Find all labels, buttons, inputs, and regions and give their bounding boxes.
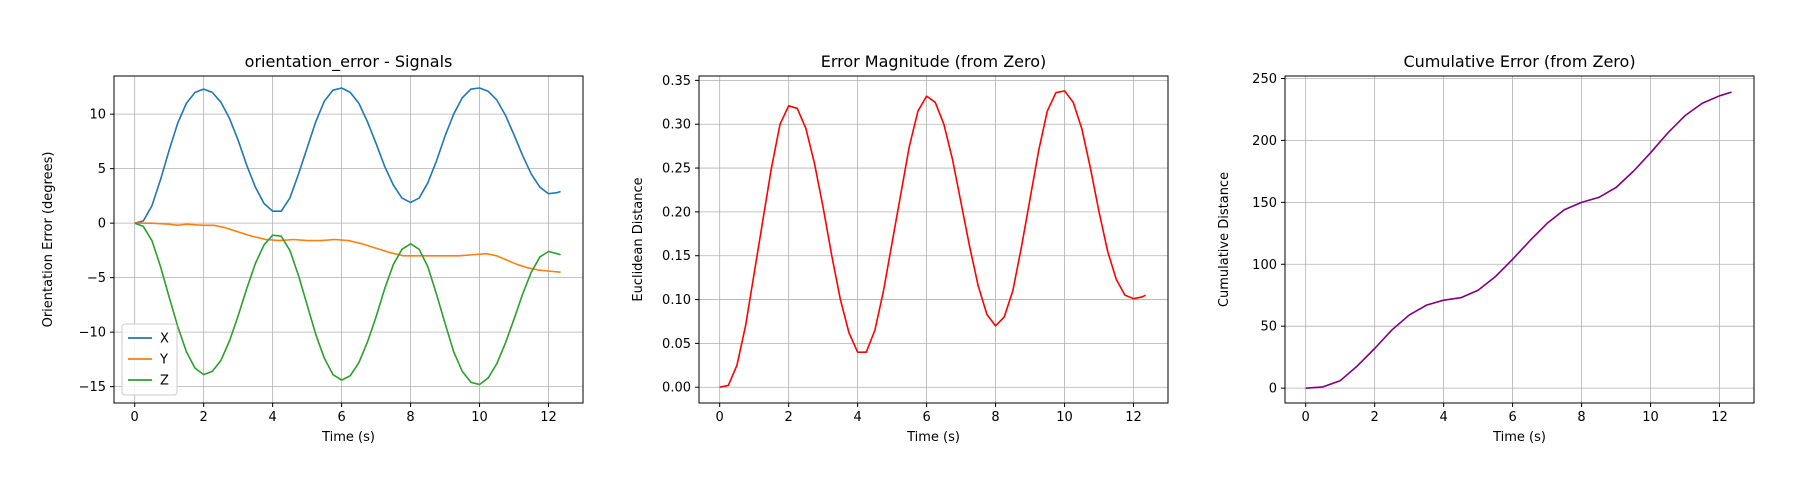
chart-panel-1: 0 2 4 6 8 10 12 −15 −10 −5 0 5 10 orientation_error -… bbox=[41, 52, 584, 445]
y-tick-label: 0.15 bbox=[662, 249, 691, 264]
y-axis-label: Orientation Error (degrees) bbox=[41, 152, 56, 328]
y-tick-label: 200 bbox=[1252, 134, 1277, 149]
y-axis-label: Cumulative Distance bbox=[1217, 172, 1232, 307]
x-axis-label: Time (s) bbox=[1492, 430, 1546, 445]
x-tick-label: 6 bbox=[922, 410, 930, 425]
x-tick-label: 12 bbox=[1711, 410, 1728, 425]
y-tick-label: 0.10 bbox=[662, 293, 691, 308]
chart-title: Error Magnitude (from Zero) bbox=[821, 52, 1047, 71]
y-tick-label: 0.05 bbox=[662, 337, 691, 352]
axes-frame bbox=[698, 75, 1169, 404]
x-tick-label: 10 bbox=[1642, 410, 1659, 425]
chart-panel-3: 0 2 4 6 8 10 12 0 50 100 150 200 250 Cumulative Error… bbox=[1217, 52, 1755, 445]
chart-panel-2: 0 2 4 6 8 10 12 0.00 0.05 0.10 0.15 0.20 0.25 0.30 0.3… bbox=[631, 52, 1169, 445]
x-axis-label: Time (s) bbox=[906, 430, 960, 445]
y-tick-label: 150 bbox=[1252, 196, 1277, 211]
legend-label-x: X bbox=[160, 332, 169, 347]
legend-label-z: Z bbox=[160, 374, 169, 389]
x-tick-label: 12 bbox=[1125, 410, 1142, 425]
axes-frame bbox=[1284, 75, 1755, 404]
chart-title: Cumulative Error (from Zero) bbox=[1403, 52, 1635, 71]
x-tick-label: 0 bbox=[1302, 410, 1310, 425]
y-tick-label: 0.25 bbox=[662, 162, 691, 177]
x-tick-label: 8 bbox=[1577, 410, 1585, 425]
x-tick-label: 10 bbox=[471, 410, 488, 425]
axes-frame bbox=[113, 75, 584, 404]
x-tick-label: 10 bbox=[1056, 410, 1073, 425]
x-tick-label: 0 bbox=[716, 410, 724, 425]
x-tick-label: 2 bbox=[785, 410, 793, 425]
x-tick-label: 6 bbox=[1508, 410, 1516, 425]
x-tick-label: 2 bbox=[1371, 410, 1379, 425]
series-line-series-1 bbox=[719, 90, 1146, 389]
series-line-z bbox=[134, 222, 561, 386]
y-tick-label: 0.00 bbox=[662, 381, 691, 396]
y-tick-label: −10 bbox=[79, 326, 106, 341]
x-tick-label: 8 bbox=[991, 410, 999, 425]
y-tick-label: 0 bbox=[1269, 382, 1277, 397]
y-tick-label: 50 bbox=[1260, 320, 1277, 335]
x-tick-label: 4 bbox=[1439, 410, 1447, 425]
y-tick-label: 100 bbox=[1252, 258, 1277, 273]
y-tick-label: 0.30 bbox=[662, 118, 691, 133]
x-axis-label: Time (s) bbox=[321, 430, 375, 445]
legend: XYZ bbox=[121, 323, 178, 396]
chart-title: orientation_error - Signals bbox=[245, 52, 453, 72]
y-tick-label: 0 bbox=[98, 217, 106, 232]
y-tick-label: 10 bbox=[89, 108, 106, 123]
y-tick-label: −5 bbox=[87, 271, 106, 286]
x-tick-label: 4 bbox=[268, 410, 276, 425]
legend-label-y: Y bbox=[159, 353, 168, 368]
x-tick-label: 8 bbox=[406, 410, 414, 425]
series-line-x bbox=[134, 87, 561, 224]
x-tick-label: 4 bbox=[853, 410, 861, 425]
y-tick-label: −15 bbox=[79, 380, 106, 395]
y-tick-label: 250 bbox=[1252, 72, 1277, 87]
y-axis-label: Euclidean Distance bbox=[631, 177, 646, 301]
series-line-y bbox=[134, 222, 561, 273]
y-tick-label: 5 bbox=[98, 162, 106, 177]
series-line-series-1 bbox=[1305, 91, 1732, 389]
x-tick-label: 6 bbox=[337, 410, 345, 425]
y-tick-label: 0.35 bbox=[662, 74, 691, 89]
x-tick-label: 12 bbox=[540, 410, 557, 425]
x-tick-label: 2 bbox=[200, 410, 208, 425]
y-tick-label: 0.20 bbox=[662, 205, 691, 220]
x-tick-label: 0 bbox=[131, 410, 139, 425]
